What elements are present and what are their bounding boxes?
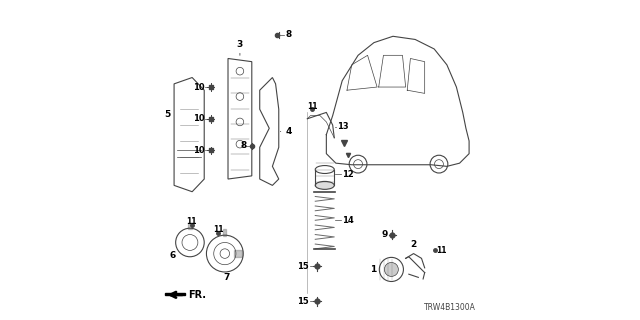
- Ellipse shape: [316, 181, 334, 189]
- Text: 2: 2: [410, 240, 417, 249]
- Text: 15: 15: [297, 262, 309, 271]
- Text: 10: 10: [193, 83, 204, 92]
- Bar: [223, 229, 227, 236]
- Text: 8: 8: [285, 30, 291, 39]
- Text: 11: 11: [186, 217, 196, 226]
- Text: 3: 3: [237, 40, 243, 49]
- Text: TRW4B1300A: TRW4B1300A: [424, 303, 476, 312]
- Text: 1: 1: [370, 265, 376, 274]
- Bar: [234, 251, 243, 257]
- Text: 15: 15: [297, 297, 309, 306]
- Circle shape: [385, 262, 398, 276]
- Text: 14: 14: [342, 216, 354, 225]
- Polygon shape: [164, 293, 185, 295]
- Text: 6: 6: [170, 251, 175, 260]
- Text: 12: 12: [342, 170, 354, 179]
- Text: 5: 5: [164, 110, 171, 119]
- Text: 7: 7: [223, 273, 230, 282]
- Text: 8: 8: [240, 141, 246, 150]
- Text: 4: 4: [285, 127, 291, 136]
- Text: 10: 10: [193, 146, 204, 155]
- Text: 13: 13: [337, 122, 349, 131]
- Text: FR.: FR.: [188, 290, 206, 300]
- Text: 11: 11: [307, 101, 317, 111]
- Text: 9: 9: [382, 230, 388, 239]
- Text: 11: 11: [213, 225, 224, 234]
- Bar: [188, 223, 191, 229]
- Text: 10: 10: [193, 114, 204, 123]
- Text: 11: 11: [436, 246, 446, 255]
